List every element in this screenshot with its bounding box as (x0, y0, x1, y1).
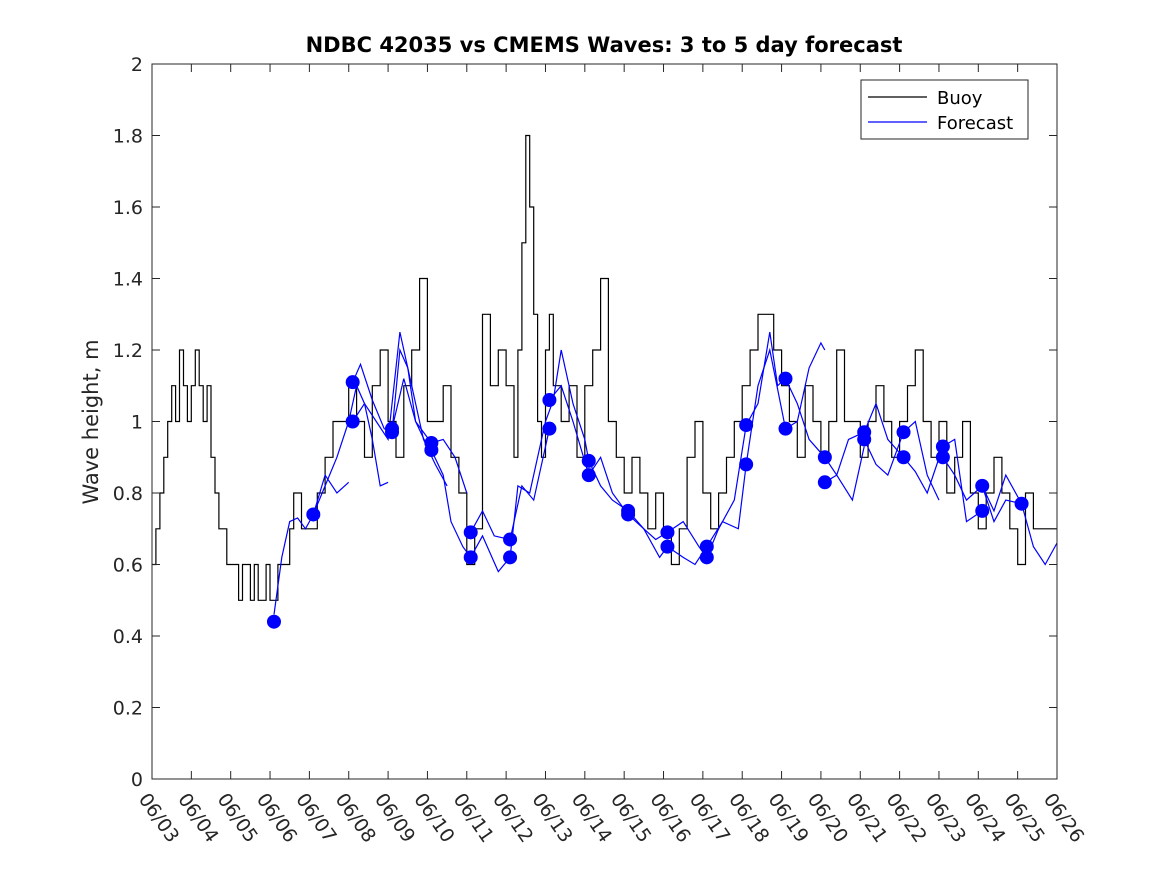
legend-label-buoy: Buoy (937, 88, 983, 109)
forecast-point (817, 450, 832, 465)
x-tick-label: 06/19 (763, 789, 812, 846)
series-forecast-line (273, 473, 350, 615)
y-tick-label: 2 (131, 54, 143, 76)
x-tick-label: 06/15 (606, 789, 655, 846)
y-tick-label: 1 (131, 412, 143, 434)
forecast-point (857, 432, 872, 447)
forecast-point (739, 418, 754, 433)
y-tick-label: 1.8 (113, 126, 143, 148)
forecast-point (542, 393, 557, 408)
x-tick-label: 06/06 (252, 789, 301, 846)
x-tick-label: 06/16 (645, 789, 694, 846)
forecast-point (935, 450, 950, 465)
x-tick-label: 06/03 (134, 789, 183, 846)
forecast-point (503, 550, 518, 565)
y-tick-label: 0.8 (113, 483, 143, 505)
forecast-point (699, 550, 714, 565)
forecast-point (345, 414, 360, 429)
x-tick-label: 06/05 (213, 789, 262, 846)
forecast-point (385, 425, 400, 440)
forecast-point (345, 375, 360, 390)
x-tick-label: 06/10 (409, 789, 458, 846)
series-forecast-line (706, 332, 786, 558)
chart-title: NDBC 42035 vs CMEMS Waves: 3 to 5 day fo… (306, 33, 903, 57)
x-tick-label: 06/20 (803, 789, 852, 846)
series-buoy-line (152, 134, 1057, 601)
x-tick-label: 06/12 (488, 789, 537, 846)
y-tick-label: 0.4 (113, 626, 143, 648)
x-tick-label: 06/08 (331, 789, 380, 846)
forecast-point (266, 614, 281, 629)
forecast-point (581, 468, 596, 483)
x-tick-label: 06/04 (173, 789, 222, 846)
forecast-point (542, 421, 557, 436)
x-tick-label: 06/11 (449, 789, 498, 846)
forecast-point (778, 421, 793, 436)
y-tick-label: 0 (131, 769, 143, 791)
forecast-point (621, 507, 636, 522)
forecast-point (739, 457, 754, 472)
chart-legend: Buoy Forecast (860, 79, 1029, 140)
forecast-point (581, 453, 596, 468)
legend-label-forecast: Forecast (937, 113, 1013, 134)
x-tick-label: 06/23 (921, 789, 970, 846)
x-tick-label: 06/13 (527, 789, 576, 846)
x-tick-label: 06/17 (685, 789, 734, 846)
y-tick-label: 1.6 (113, 197, 143, 219)
forecast-point (975, 503, 990, 518)
plot-frame (151, 63, 1058, 780)
y-tick-label: 0.2 (113, 698, 143, 720)
y-axis-label: Wave height, m (79, 339, 103, 504)
forecast-point (306, 507, 321, 522)
legend-box (860, 79, 1029, 140)
x-tick-label: 06/21 (842, 789, 891, 846)
y-tick-label: 1.4 (113, 269, 143, 291)
forecast-point (463, 525, 478, 540)
forecast-point (1014, 496, 1029, 511)
forecast-point (424, 443, 439, 458)
x-tick-label: 06/09 (370, 789, 419, 846)
x-tick-label: 06/18 (724, 789, 773, 846)
forecast-point (660, 525, 675, 540)
forecast-point (778, 371, 793, 386)
forecast-point (975, 478, 990, 493)
forecast-point (896, 450, 911, 465)
series-forecast-line (312, 383, 389, 515)
x-tick-label: 06/22 (882, 789, 931, 846)
x-tick-label: 06/25 (1000, 789, 1049, 846)
forecast-point (817, 475, 832, 490)
forecast-point (463, 550, 478, 565)
y-tick-label: 1.2 (113, 340, 143, 362)
forecast-point (896, 425, 911, 440)
x-tick-label: 06/24 (960, 789, 1009, 846)
x-tick-label: 06/14 (567, 789, 616, 846)
forecast-point (503, 532, 518, 547)
y-tick-label: 0.6 (113, 555, 143, 577)
x-tick-label: 06/26 (1039, 789, 1088, 846)
forecast-point (660, 539, 675, 554)
x-tick-label: 06/07 (291, 789, 340, 846)
